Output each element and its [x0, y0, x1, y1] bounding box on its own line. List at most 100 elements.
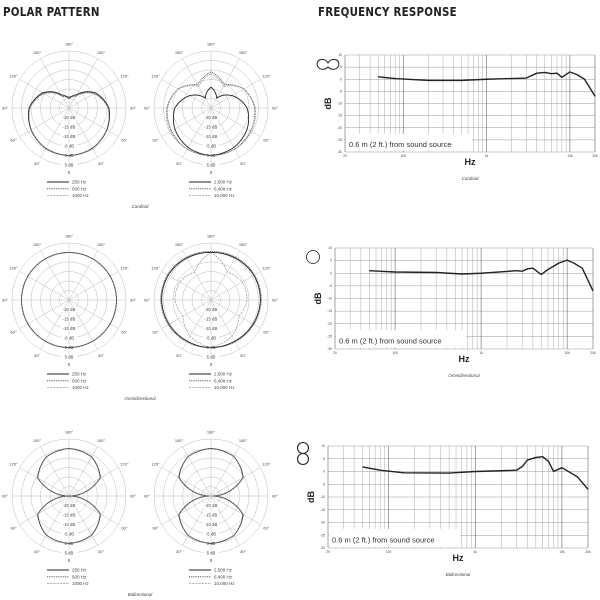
- angle-label: 150°: [33, 438, 42, 443]
- polar-spoke: [19, 467, 70, 497]
- polar-spoke: [19, 299, 70, 329]
- ring-label-bg: [203, 316, 219, 321]
- angle-label: 150°: [239, 242, 248, 247]
- ring-label: -15 dB: [205, 513, 218, 518]
- angle-label: 30°: [176, 161, 182, 166]
- angle-label: 0: [68, 362, 71, 367]
- polar-spoke: [210, 446, 240, 497]
- polar-series-10000hz: [165, 73, 257, 156]
- y-tick-label: 5: [323, 457, 325, 461]
- x-tick-label: 20k: [592, 154, 598, 158]
- ring-label: -5 dB: [206, 144, 216, 149]
- response-curve: [378, 71, 596, 97]
- figure-eight-lower-lobe: [296, 452, 310, 466]
- polar-spoke: [19, 79, 70, 109]
- ring-label: -10 dB: [205, 326, 218, 331]
- polar-series-1000hz: [37, 448, 101, 544]
- legend-label: 500 Hz: [72, 186, 87, 191]
- polar-spoke: [19, 271, 70, 301]
- response-curve: [362, 456, 589, 490]
- y-tick-label: -20: [320, 521, 325, 525]
- frequency-response-heading: FREQUENCY RESPONSE: [318, 4, 457, 19]
- y-tick-label: -10: [327, 297, 332, 301]
- y-tick-label: -15: [320, 508, 325, 512]
- x-tick-label: 1k: [474, 550, 478, 554]
- x-tick-label: 10k: [559, 550, 565, 554]
- angle-label: 180°: [207, 42, 216, 47]
- polar-caption: Bidirectional: [128, 592, 154, 597]
- ring-label-bg: [61, 550, 77, 555]
- polar-spoke: [68, 58, 98, 109]
- polar-series-500hz: [28, 92, 110, 156]
- x-axis-label: Hz: [459, 354, 470, 364]
- angle-label: 0: [68, 558, 71, 563]
- angle-label: 150°: [33, 50, 42, 55]
- legend-label: 2,500 Hz: [214, 180, 233, 185]
- angle-label: 90°: [272, 298, 278, 303]
- ring-label: -5 dB: [206, 532, 216, 537]
- y-tick-label: -30: [320, 546, 325, 550]
- angle-label: 150°: [175, 50, 184, 55]
- response-caption: Cardioid: [462, 176, 479, 181]
- angle-label: 150°: [97, 50, 106, 55]
- angle-label: 0: [210, 170, 213, 175]
- polar-spoke: [40, 250, 70, 301]
- polar-spoke: [68, 250, 98, 301]
- legend-label: 1000 Hz: [72, 385, 90, 390]
- polar-spoke: [68, 299, 119, 329]
- ring-label: -10 dB: [205, 134, 218, 139]
- y-tick-label: -30: [327, 347, 332, 351]
- ring-label: 5 dB: [65, 355, 74, 360]
- angle-label: 90°: [272, 106, 278, 111]
- angle-label: 30°: [98, 549, 104, 554]
- angle-label: 30°: [98, 353, 104, 358]
- angle-label: 0: [210, 558, 213, 563]
- angle-label: 150°: [175, 242, 184, 247]
- x-tick-label: 20: [326, 550, 330, 554]
- ring-label: 5 dB: [207, 551, 216, 556]
- ring-label-bg: [203, 307, 219, 312]
- legend-label: 6,400 Hz: [214, 186, 233, 191]
- y-axis-label: dB: [323, 97, 333, 109]
- ring-label: -15 dB: [63, 125, 76, 130]
- polar-spoke: [161, 299, 212, 329]
- x-tick-label: 20k: [585, 550, 591, 554]
- angle-label: 120°: [151, 462, 160, 467]
- figure-eight-icon: [296, 441, 310, 466]
- ring-label: -20 dB: [63, 503, 76, 508]
- y-tick-label: 10: [328, 246, 332, 250]
- x-axis-label: Hz: [453, 553, 464, 563]
- angle-label: 90°: [144, 494, 150, 499]
- ring-label-bg: [61, 143, 77, 148]
- angle-label: 60°: [153, 138, 159, 143]
- angle-label: 120°: [9, 266, 18, 271]
- angle-label: 150°: [97, 242, 106, 247]
- angle-label: 180°: [65, 234, 74, 239]
- angle-label: 150°: [239, 438, 248, 443]
- cardioid-icon: [316, 58, 340, 70]
- y-tick-label: 10: [321, 444, 325, 448]
- legend-label: 500 Hz: [72, 574, 87, 579]
- y-tick-label: -15: [337, 114, 342, 118]
- ring-label-bg: [61, 162, 77, 167]
- y-tick-label: -25: [337, 138, 342, 142]
- y-tick-label: -25: [327, 334, 332, 338]
- ring-label: -5 dB: [64, 336, 74, 341]
- ring-label-bg: [203, 503, 219, 508]
- y-tick-label: -30: [337, 150, 342, 154]
- ring-label: -10 dB: [63, 134, 76, 139]
- angle-label: 120°: [120, 462, 129, 467]
- angle-label: 120°: [120, 74, 129, 79]
- ring-label-bg: [61, 512, 77, 517]
- polar-spoke: [40, 58, 70, 109]
- angle-label: 90°: [144, 298, 150, 303]
- legend-label: 500 Hz: [72, 378, 87, 383]
- polar-spoke: [210, 79, 261, 109]
- polar-pattern-heading: POLAR PATTERN: [3, 4, 100, 19]
- ring-label-bg: [203, 143, 219, 148]
- ring-label: -10 dB: [63, 522, 76, 527]
- legend-label: 250 Hz: [72, 568, 87, 573]
